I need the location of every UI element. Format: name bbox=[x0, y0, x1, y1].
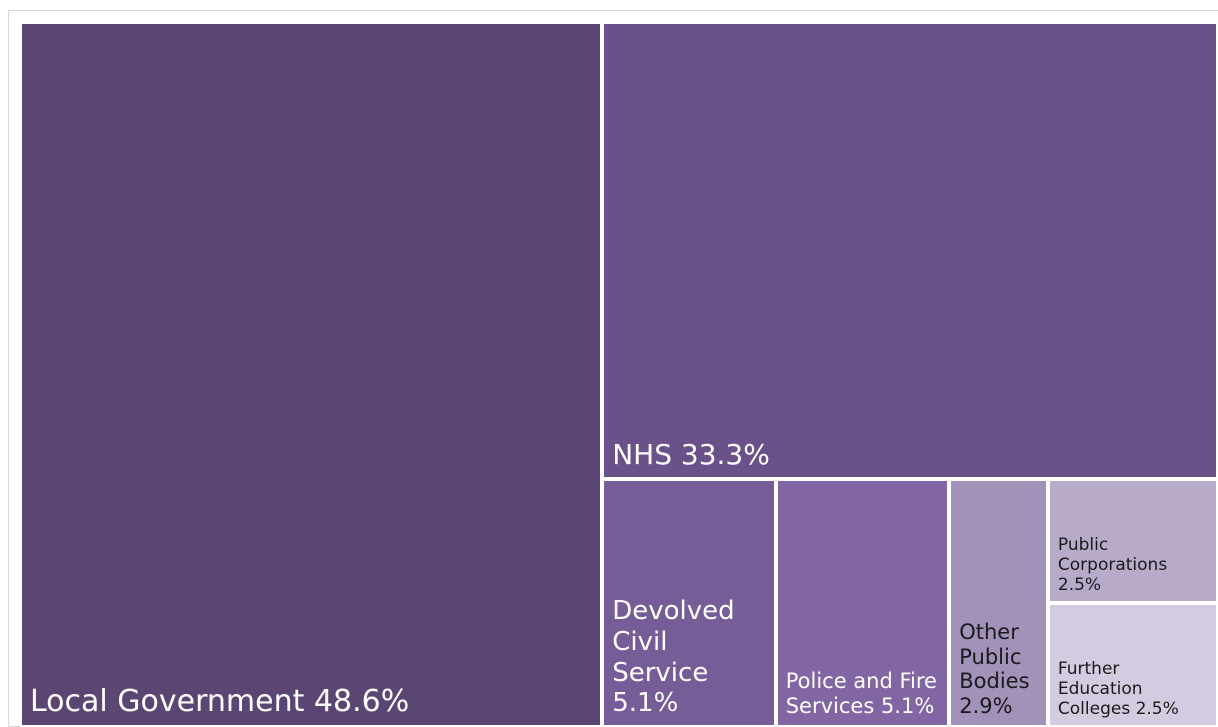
tile-further-education-colleges: Further Education Colleges 2.5% bbox=[1047, 602, 1218, 727]
tile-label-nhs: NHS 33.3% bbox=[612, 437, 770, 471]
tile-local-government: Local Government 48.6% bbox=[20, 22, 603, 727]
tile-label-police-and-fire-services: Police and Fire Services 5.1% bbox=[785, 669, 937, 719]
tile-public-corporations: Public Corporations 2.5% bbox=[1047, 478, 1218, 603]
tile-label-local-government: Local Government 48.6% bbox=[30, 683, 410, 719]
tile-label-further-education-colleges: Further Education Colleges 2.5% bbox=[1057, 658, 1179, 719]
tile-other-public-bodies: Other Public Bodies 2.9% bbox=[949, 478, 1048, 727]
tile-label-other-public-bodies: Other Public Bodies 2.9% bbox=[959, 619, 1030, 719]
tile-police-and-fire-services: Police and Fire Services 5.1% bbox=[775, 478, 950, 727]
tile-label-devolved-civil-service: Devolved Civil Service 5.1% bbox=[612, 596, 735, 719]
tile-devolved-civil-service: Devolved Civil Service 5.1% bbox=[602, 478, 776, 727]
tile-nhs: NHS 33.3% bbox=[602, 22, 1218, 479]
tile-label-public-corporations: Public Corporations 2.5% bbox=[1057, 534, 1168, 595]
treemap-chart: Local Government 48.6% NHS 33.3% Devolve… bbox=[20, 22, 1218, 727]
